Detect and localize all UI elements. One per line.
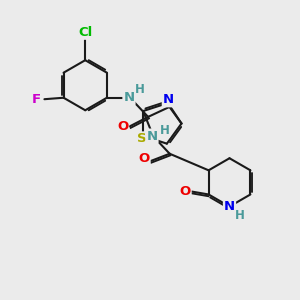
Text: N: N (123, 91, 134, 104)
Text: N: N (224, 200, 235, 213)
Text: H: H (159, 124, 169, 137)
Text: F: F (32, 93, 41, 106)
Text: O: O (117, 120, 128, 133)
Text: Cl: Cl (78, 26, 92, 39)
Text: S: S (137, 132, 146, 146)
Text: H: H (235, 209, 245, 223)
Text: H: H (135, 83, 145, 96)
Text: N: N (163, 93, 174, 106)
Text: N: N (146, 130, 158, 142)
Text: O: O (179, 185, 191, 198)
Text: O: O (138, 152, 150, 165)
